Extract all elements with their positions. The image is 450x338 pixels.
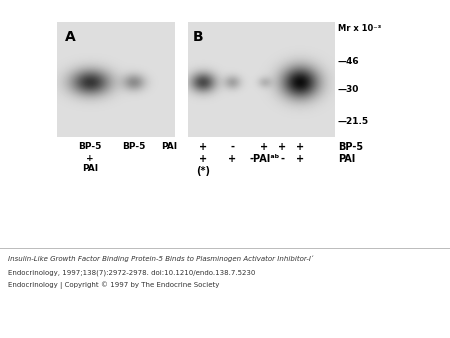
Text: +: + <box>261 142 269 152</box>
Text: +: + <box>296 142 304 152</box>
Text: +: + <box>296 154 304 164</box>
Text: +: + <box>278 142 286 152</box>
Text: +: + <box>198 154 207 164</box>
Text: PAI: PAI <box>82 164 98 173</box>
Text: Endocrinology, 1997;138(7):2972-2978. doi:10.1210/endo.138.7.5230: Endocrinology, 1997;138(7):2972-2978. do… <box>8 269 256 275</box>
Text: A: A <box>65 30 76 44</box>
Text: -PAIᵃᵇ: -PAIᵃᵇ <box>249 154 279 164</box>
Text: —21.5: —21.5 <box>338 118 369 126</box>
Text: PAI: PAI <box>161 142 177 151</box>
Text: Endocrinology | Copyright © 1997 by The Endocrine Society: Endocrinology | Copyright © 1997 by The … <box>8 281 220 289</box>
Bar <box>57 22 175 137</box>
Text: —46: —46 <box>338 57 360 67</box>
Text: B: B <box>193 30 203 44</box>
Bar <box>188 22 335 137</box>
Text: BP-5: BP-5 <box>338 142 363 152</box>
Text: BP-5: BP-5 <box>122 142 145 151</box>
Text: +: + <box>198 142 207 152</box>
Text: PAI: PAI <box>338 154 355 164</box>
Text: +: + <box>228 154 236 164</box>
Text: Insulin-Like Growth Factor Binding Protein-5 Binds to Plasminogen Activator Inhi: Insulin-Like Growth Factor Binding Prote… <box>8 255 313 262</box>
Text: Mr x 10⁻³: Mr x 10⁻³ <box>338 24 381 33</box>
Text: -: - <box>230 142 234 152</box>
Text: -: - <box>280 154 284 164</box>
Text: BP-5: BP-5 <box>78 142 102 151</box>
Text: —30: —30 <box>338 86 360 95</box>
Text: +: + <box>86 154 94 163</box>
Text: (*): (*) <box>196 166 210 176</box>
